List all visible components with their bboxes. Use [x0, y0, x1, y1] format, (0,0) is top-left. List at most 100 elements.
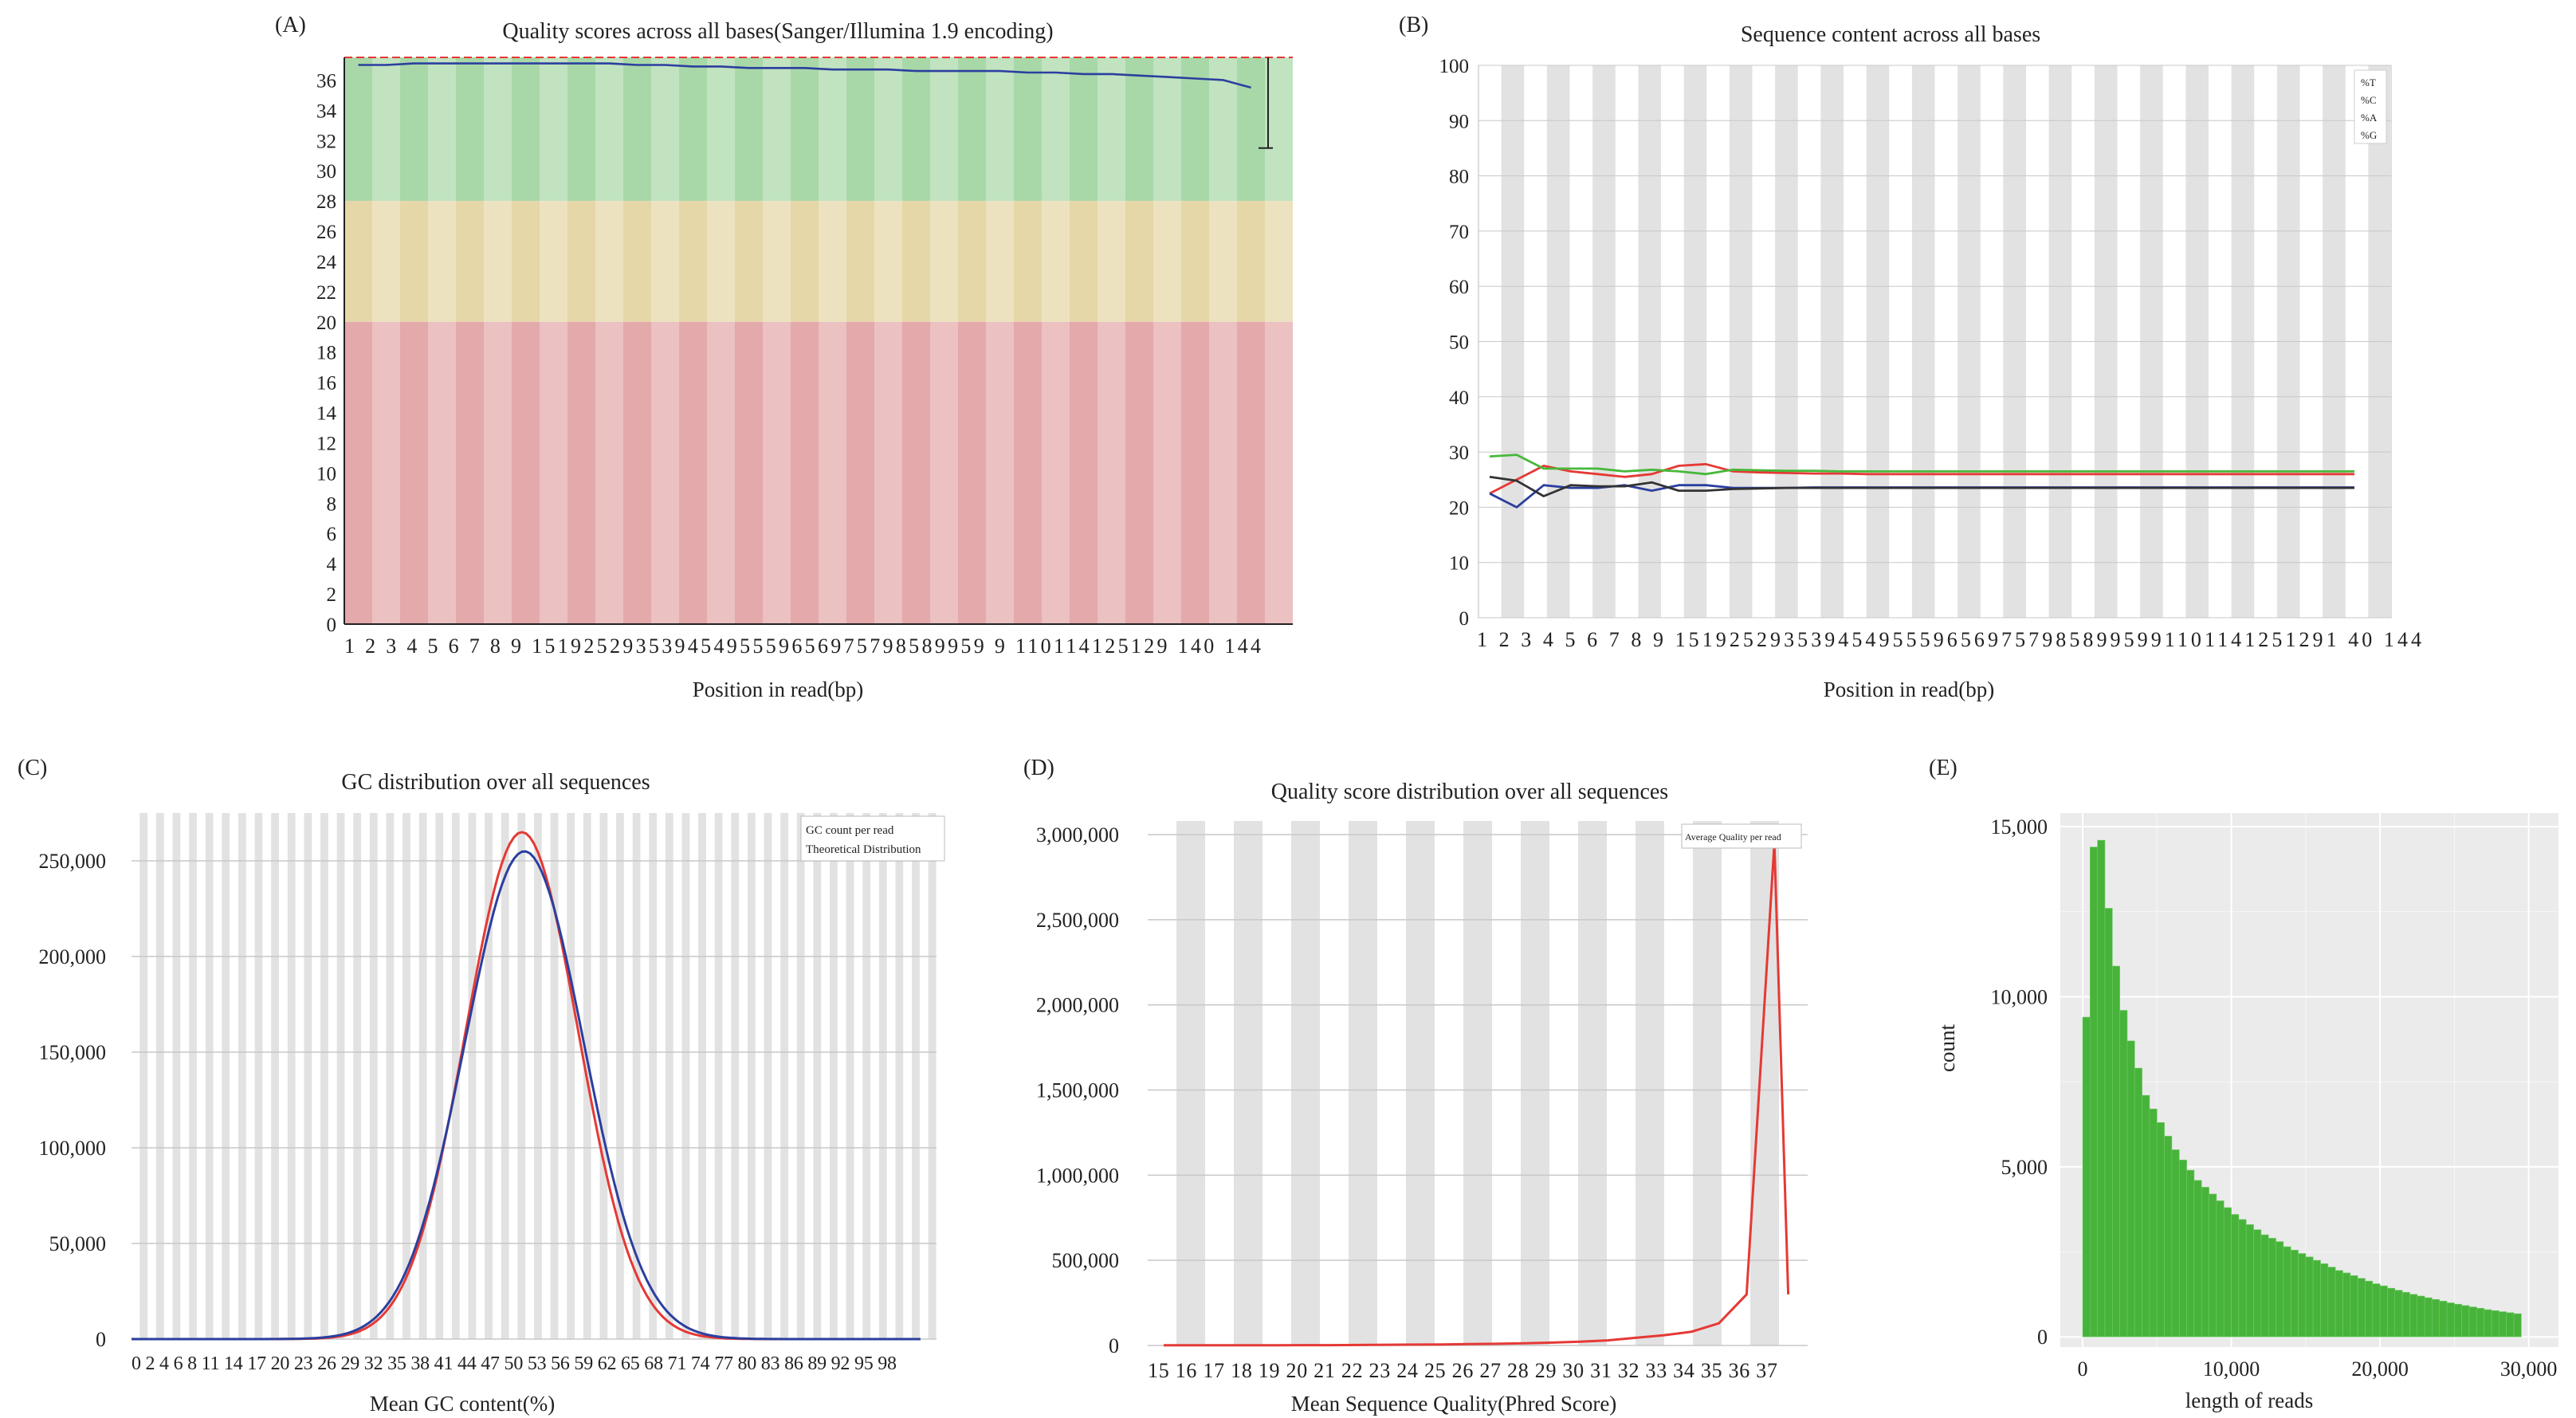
panel-d: (D) Quality score distribution over all … — [1023, 756, 1808, 1416]
stripe — [649, 813, 658, 1339]
y-tick-label: 100 — [1439, 56, 1470, 77]
histogram-bar — [2245, 1224, 2254, 1337]
y-tick-label: 60 — [1449, 277, 1469, 298]
histogram-bar — [2134, 1067, 2142, 1337]
legend-entry: %T — [2361, 77, 2376, 88]
stripe — [599, 813, 608, 1339]
histogram-bar — [2082, 1016, 2091, 1337]
stripe — [846, 813, 854, 1339]
y-tick-label: 50 — [1449, 332, 1469, 354]
stripe — [986, 57, 1014, 624]
zone-mid — [344, 201, 1293, 322]
stripe — [320, 813, 328, 1339]
y-tick-label: 2,000,000 — [1036, 994, 1119, 1017]
stripe — [540, 57, 567, 624]
series-line-pct-t — [1489, 462, 2354, 495]
panel-c-plot-area: 0 50,000 100,000 150,000 200,000 250,000 0 2 4… — [39, 813, 945, 1374]
panel-b-x-axis-label: Position in read(bp) — [1824, 678, 1994, 701]
stripe — [484, 57, 512, 624]
stripe — [534, 813, 542, 1339]
panel-d-title: Quality score distribution over all sequ… — [1271, 780, 1668, 804]
stripe — [747, 813, 756, 1339]
series-line-blue — [132, 850, 921, 1341]
stripe — [372, 57, 400, 624]
y-tick-label: 3,000,000 — [1036, 823, 1119, 846]
y-tick-label: 18 — [316, 343, 336, 364]
histogram-bar — [2327, 1267, 2336, 1337]
panel-e-y-axis-label: count — [1935, 1024, 1959, 1072]
stripe — [707, 57, 735, 624]
histogram-bar — [2231, 1214, 2240, 1337]
legend-box — [800, 815, 945, 862]
panel-a-x-axis-label: Position in read(bp) — [693, 678, 863, 701]
y-tick-label: 6 — [327, 524, 337, 545]
stripe — [205, 813, 214, 1339]
y-tick-label: 4 — [327, 554, 337, 575]
stripe — [435, 813, 444, 1339]
quality-distribution-line — [1164, 842, 1790, 1347]
stripe — [139, 813, 148, 1339]
y-tick-label: 50,000 — [49, 1232, 107, 1255]
stripe — [428, 57, 456, 624]
legend-entry: %A — [2361, 112, 2378, 124]
y-tick-label: 0 — [2037, 1326, 2048, 1349]
stripe — [651, 57, 679, 624]
histogram-bar — [2201, 1187, 2209, 1337]
mean-quality-line — [358, 62, 1251, 89]
stripe — [819, 57, 846, 624]
stripe — [517, 813, 526, 1339]
stripe — [912, 813, 920, 1339]
histogram-bar — [2149, 1108, 2158, 1337]
histogram-bar — [2111, 965, 2120, 1337]
y-tick-label: 28 — [316, 191, 336, 213]
legend-entry: Theoretical Distribution — [806, 843, 921, 856]
legend-entry: %G — [2361, 129, 2377, 141]
histogram-bar — [2290, 1250, 2299, 1337]
histogram-bar — [2090, 846, 2098, 1337]
stripe — [1750, 821, 1779, 1345]
panel-a: (A) Quality scores across all bases(Sang… — [275, 13, 1293, 701]
histogram-bar — [2253, 1229, 2262, 1337]
histogram-bar — [2394, 1290, 2403, 1337]
histogram-bar — [2305, 1256, 2314, 1337]
stripe — [813, 813, 822, 1339]
stripe — [336, 813, 345, 1339]
histogram-bar — [2439, 1301, 2448, 1337]
stripe — [714, 813, 723, 1339]
panel-d-plot-area: 0 500,000 1,000,000 1,500,000 2,000,000 2,500… — [1036, 821, 1808, 1382]
stripe — [632, 813, 641, 1339]
stripe — [1209, 57, 1237, 624]
histogram-bar — [2223, 1207, 2232, 1337]
histogram-bar — [2365, 1280, 2374, 1337]
y-tick-label: 200,000 — [39, 945, 107, 968]
panel-c-label: (C) — [18, 756, 47, 780]
stripe — [1521, 821, 1549, 1345]
stripe — [155, 813, 164, 1339]
stripe — [928, 813, 937, 1339]
panel-b: (B) Sequence content across all bases 01… — [1399, 13, 2421, 701]
y-tick-label: 20 — [1449, 497, 1469, 519]
histogram-bar — [2097, 839, 2106, 1337]
histogram-bar — [2238, 1219, 2247, 1337]
stripe — [930, 57, 958, 624]
stripe — [830, 813, 838, 1339]
stripe — [550, 813, 559, 1339]
histogram-bar — [2491, 1310, 2499, 1337]
stripe — [402, 813, 410, 1339]
histogram-bar — [2417, 1295, 2425, 1337]
zone-bad — [344, 321, 1293, 624]
panel-e-plot-area: 0 5,000 10,000 15,000 0 10,000 20,000 30,000 — [1991, 813, 2558, 1381]
stripe — [222, 813, 230, 1339]
y-tick-label: 26 — [316, 222, 336, 243]
histogram-bar — [2193, 1180, 2202, 1337]
y-tick-label: 100,000 — [39, 1137, 107, 1160]
stripe — [862, 813, 871, 1339]
y-tick-label: 10 — [1449, 553, 1469, 575]
stripe — [1349, 821, 1377, 1345]
panel-d-x-axis-label: Mean Sequence Quality(Phred Score) — [1291, 1392, 1617, 1416]
histogram-bar — [2298, 1253, 2307, 1337]
stripe — [189, 813, 197, 1339]
y-tick-label: 24 — [316, 252, 337, 273]
legend-entry: Average Quality per read — [1685, 831, 1781, 843]
